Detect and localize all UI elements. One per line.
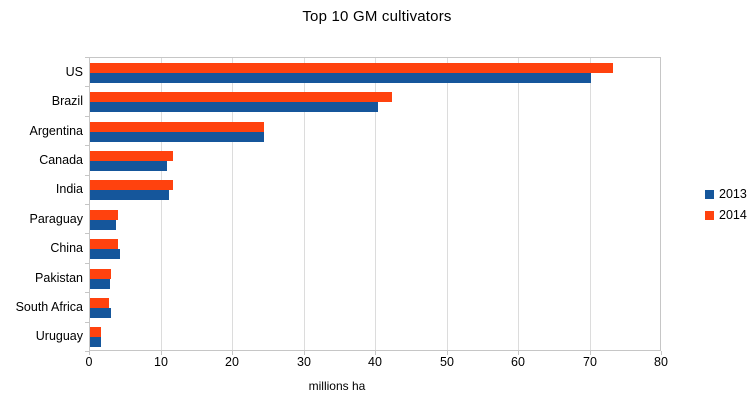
x-tick-mark-0 — [89, 351, 90, 355]
x-tick-mark-60 — [518, 351, 519, 355]
bar-2014-brazil — [90, 92, 392, 103]
y-tick-mark — [85, 175, 89, 176]
bar-2013-china — [90, 249, 120, 260]
category-label-uruguay: Uruguay — [35, 329, 83, 344]
category-label-canada: Canada — [39, 152, 83, 167]
y-tick-mark — [85, 351, 89, 352]
category-label-china: China — [50, 241, 83, 256]
bar-2014-argentina — [90, 121, 264, 132]
legend-item-2013: 2013 — [705, 186, 747, 202]
y-tick-mark — [85, 263, 89, 264]
bar-2014-us — [90, 62, 613, 73]
bar-2013-india — [90, 190, 169, 201]
legend-item-2014: 2014 — [705, 207, 747, 223]
y-tick-mark — [85, 322, 89, 323]
x-tick-mark-40 — [375, 351, 376, 355]
bar-2013-paraguay — [90, 219, 116, 230]
legend-label-2013: 2013 — [719, 187, 747, 201]
bar-2014-pakistan — [90, 268, 111, 279]
x-tick-mark-30 — [304, 351, 305, 355]
gridline-30 — [304, 58, 305, 350]
y-tick-mark — [85, 57, 89, 58]
x-tick-label-30: 30 — [297, 355, 311, 369]
plot-area — [89, 57, 661, 351]
category-label-brazil: Brazil — [51, 94, 83, 109]
y-tick-mark — [85, 233, 89, 234]
legend-swatch-2013 — [705, 189, 714, 199]
category-label-us: US — [65, 64, 83, 79]
bar-2014-south-africa — [90, 297, 109, 308]
y-tick-mark — [85, 145, 89, 146]
x-tick-mark-50 — [447, 351, 448, 355]
bar-2013-south-africa — [90, 307, 111, 318]
bar-2014-india — [90, 180, 173, 191]
gridline-10 — [161, 58, 162, 350]
x-tick-label-60: 60 — [511, 355, 525, 369]
chart-title: Top 10 GM cultivators — [302, 8, 452, 25]
gridline-70 — [590, 58, 591, 350]
x-tick-label-70: 70 — [583, 355, 597, 369]
legend-swatch-2014 — [705, 210, 714, 220]
bar-2013-us — [90, 72, 591, 83]
x-tick-label-80: 80 — [654, 355, 668, 369]
bar-2013-argentina — [90, 131, 264, 142]
legend: 2013 2014 — [705, 186, 747, 228]
x-axis-title: millions ha — [308, 379, 366, 393]
y-tick-mark — [85, 204, 89, 205]
y-tick-mark — [85, 116, 89, 117]
gridline-40 — [375, 58, 376, 350]
x-tick-label-10: 10 — [154, 355, 168, 369]
x-tick-mark-20 — [232, 351, 233, 355]
category-label-pakistan: Pakistan — [35, 270, 83, 285]
x-tick-label-50: 50 — [440, 355, 454, 369]
x-tick-mark-10 — [161, 351, 162, 355]
gridline-20 — [232, 58, 233, 350]
bar-2014-canada — [90, 150, 173, 161]
bar-2014-uruguay — [90, 327, 101, 338]
bar-2014-china — [90, 239, 118, 250]
legend-label-2014: 2014 — [719, 208, 747, 222]
bar-2013-canada — [90, 160, 167, 171]
category-label-south-africa: South Africa — [15, 299, 83, 314]
gridline-50 — [447, 58, 448, 350]
gridline-60 — [518, 58, 519, 350]
bar-2013-pakistan — [90, 278, 110, 289]
y-tick-mark — [85, 86, 89, 87]
bar-2013-uruguay — [90, 337, 101, 348]
category-label-paraguay: Paraguay — [29, 211, 83, 226]
x-tick-mark-70 — [590, 351, 591, 355]
y-tick-mark — [85, 292, 89, 293]
bar-2013-brazil — [90, 102, 378, 113]
x-tick-label-20: 20 — [225, 355, 239, 369]
x-tick-label-40: 40 — [368, 355, 382, 369]
x-tick-mark-80 — [661, 351, 662, 355]
category-label-argentina: Argentina — [29, 123, 83, 138]
x-tick-label-0: 0 — [85, 355, 93, 369]
bar-2014-paraguay — [90, 209, 118, 220]
category-label-india: India — [55, 182, 83, 197]
